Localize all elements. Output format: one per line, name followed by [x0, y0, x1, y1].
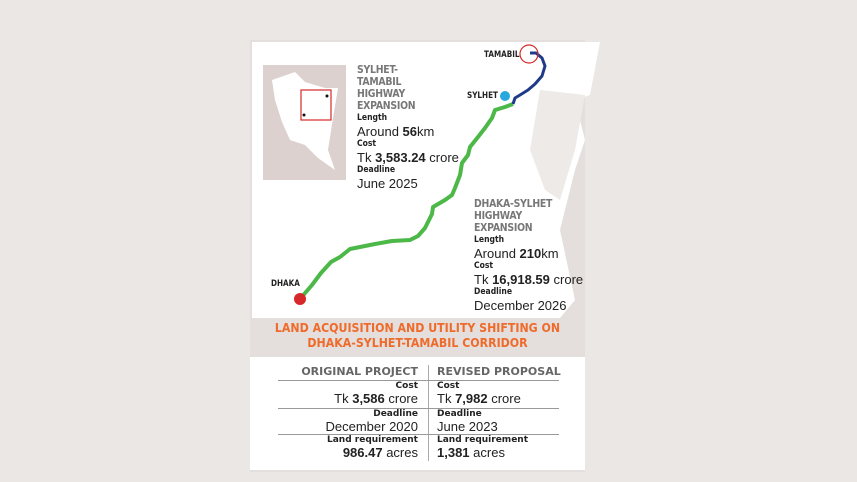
column-divider: [428, 365, 429, 461]
table-title: LAND ACQUISITION AND UTILITY SHIFTING ON…: [274, 320, 561, 350]
dhaka-marker: [294, 293, 306, 305]
sylhet-tamabil-info: SYLHET-TAMABIL HIGHWAY EXPANSION Length …: [357, 63, 459, 192]
sylhet-tamabil-route: [511, 51, 547, 105]
row-label: Land requirement: [326, 435, 418, 445]
row-label: Deadline: [373, 409, 418, 419]
column-header-revised: REVISED PROPOSAL: [437, 365, 561, 378]
inset-dot-sylhet: [325, 94, 329, 98]
row-label: Deadline: [437, 409, 482, 419]
sylhet-marker: [500, 91, 510, 101]
deadline-label: Deadline: [474, 287, 513, 297]
inset-country-shape: [272, 72, 338, 170]
cell-value: Tk 7,982 crore: [437, 391, 521, 406]
deadline-value: June 2025: [357, 176, 418, 191]
table-row-cost-original: Cost Tk 3,586 crore: [334, 381, 418, 406]
dhaka-sylhet-title: DHAKA-SYLHET HIGHWAY EXPANSION: [474, 197, 553, 234]
label-tamabil: TAMABIL: [484, 50, 520, 60]
table-row-deadline-original: Deadline December 2020: [326, 409, 419, 434]
cell-value: June 2023: [437, 419, 498, 434]
label-sylhet: SYLHET: [467, 91, 498, 101]
length-value: Around 56km: [357, 124, 435, 139]
cell-value: December 2020: [325, 419, 419, 434]
divider: [278, 408, 559, 409]
cost-label: Cost: [474, 261, 494, 271]
dhaka-sylhet-info: DHAKA-SYLHET HIGHWAY EXPANSION Length Ar…: [474, 197, 594, 314]
tamabil-marker: [519, 44, 539, 64]
cell-value: 1,381 acres: [437, 445, 505, 460]
cell-value: 986.47 acres: [342, 445, 418, 460]
label-dhaka: DHAKA: [271, 279, 300, 289]
table-row-land-revised: Land requirement 1,381 acres: [437, 435, 528, 460]
cost-label: Cost: [357, 139, 377, 149]
column-header-original: ORIGINAL PROJECT: [301, 365, 418, 378]
comparison-table: ORIGINAL PROJECT REVISED PROPOSAL Cost T…: [250, 357, 585, 470]
divider: [278, 380, 559, 381]
inset-dot-dhaka: [302, 113, 306, 117]
cost-value: Tk 16,918.59 crore: [474, 272, 584, 287]
length-label: Length: [474, 235, 505, 245]
deadline-label: Deadline: [357, 165, 396, 175]
length-value: Around 210km: [474, 246, 559, 261]
table-row-cost-revised: Cost Tk 7,982 crore: [437, 381, 521, 406]
table-row-deadline-revised: Deadline June 2023: [437, 409, 498, 434]
divider: [278, 434, 559, 435]
inset-highlight-box: [300, 89, 332, 121]
cell-value: Tk 3,586 crore: [334, 391, 418, 406]
deadline-value: December 2026: [474, 298, 567, 313]
row-label: Cost: [437, 381, 460, 391]
border-shading: [530, 90, 585, 200]
row-label: Land requirement: [437, 435, 529, 445]
cost-value: Tk 3,583.24 crore: [357, 150, 459, 165]
table-row-land-original: Land requirement 986.47 acres: [327, 435, 418, 460]
length-label: Length: [357, 113, 388, 123]
dhaka-sylhet-route: [298, 102, 514, 301]
sylhet-tamabil-title: SYLHET-TAMABIL HIGHWAY EXPANSION: [357, 63, 416, 112]
row-label: Cost: [395, 381, 418, 391]
